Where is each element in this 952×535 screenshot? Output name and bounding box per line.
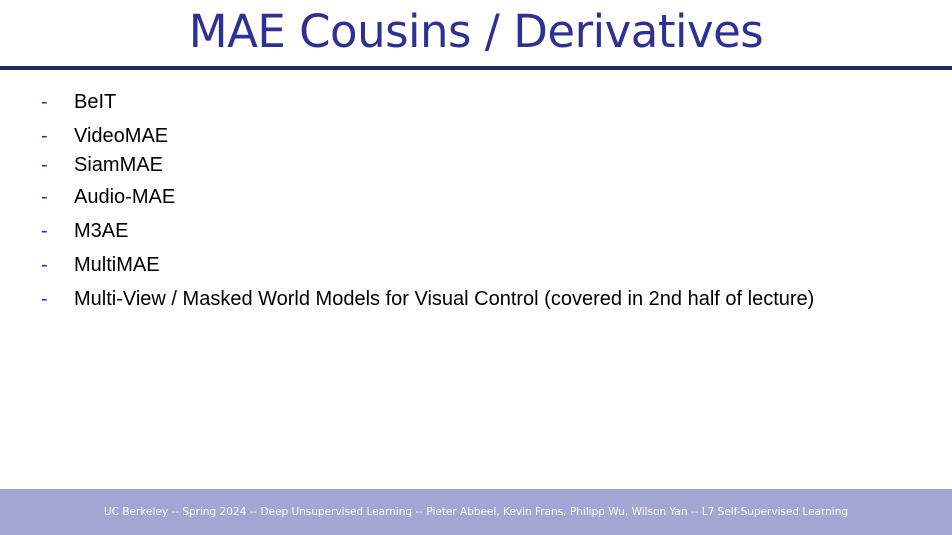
bullet-text: VideoMAE (74, 125, 169, 147)
bullet-item-multimae: - MultiMAE (0, 252, 952, 278)
bullet-marker: - (41, 154, 48, 176)
bullet-marker: - (41, 288, 48, 310)
footer-text: UC Berkeley -- Spring 2024 -- Deep Unsup… (103, 506, 849, 518)
bullet-marker: - (41, 220, 48, 242)
bullet-text: BeIT (74, 91, 117, 113)
bullet-marker: - (41, 186, 48, 208)
bullet-marker: - (41, 91, 48, 113)
bullet-text: Audio-MAE (74, 186, 176, 208)
bullet-item-masked-world-models: - Multi-View / Masked World Models for V… (0, 286, 952, 312)
bullet-marker: - (41, 125, 48, 147)
bullet-marker: - (41, 254, 48, 276)
bullet-item-siammae: - SiamMAE (0, 152, 952, 178)
bullet-list: - BeIT - VideoMAE - SiamMAE - Audio-MAE … (0, 89, 952, 312)
footer-band: UC Berkeley -- Spring 2024 -- Deep Unsup… (0, 489, 952, 535)
title-divider (0, 66, 952, 70)
bullet-text: M3AE (74, 220, 129, 242)
bullet-text: MultiMAE (74, 254, 160, 276)
bullet-item-beit: - BeIT (0, 89, 952, 115)
bullet-item-audio-mae: - Audio-MAE (0, 184, 952, 210)
bullet-text: SiamMAE (74, 154, 163, 176)
bullet-item-videomae: - VideoMAE (0, 123, 952, 149)
slide-title: MAE Cousins / Derivatives (188, 5, 764, 58)
bullet-item-m3ae: - M3AE (0, 218, 952, 244)
bullet-text: Multi-View / Masked World Models for Vis… (74, 288, 815, 310)
